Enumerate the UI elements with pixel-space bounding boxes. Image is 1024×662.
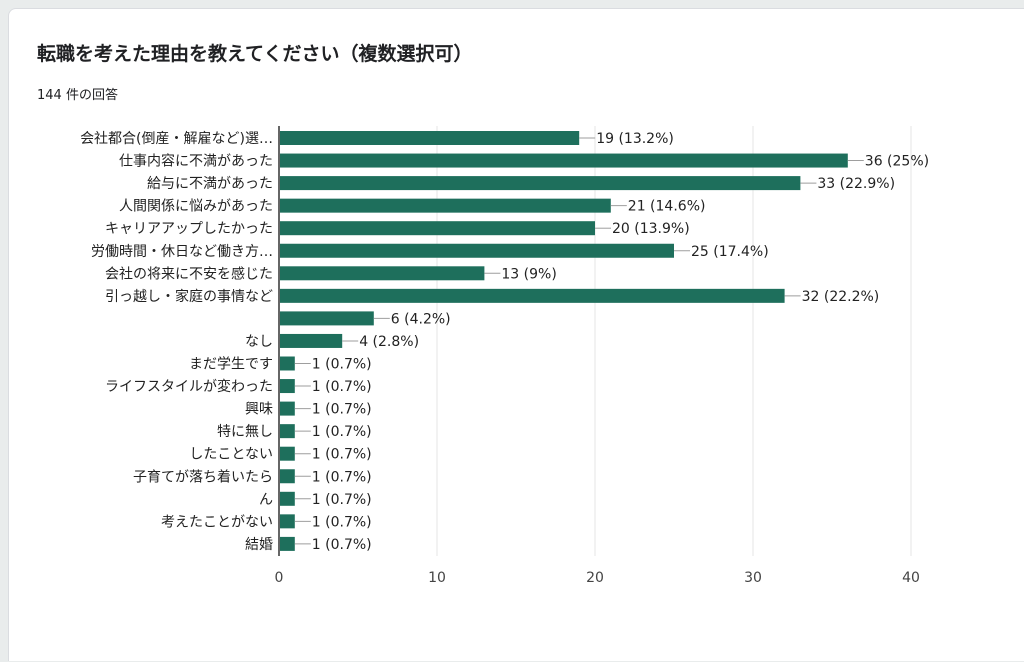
bar (280, 153, 848, 168)
category-label: 人間関係に悩みがあった (119, 199, 273, 215)
bar (280, 333, 343, 348)
category-label: 仕事内容に不満があった (119, 153, 273, 170)
bar (280, 288, 785, 303)
bar-chart: 0 10 20 30 40 会社都合(倒産・解雇など)選… 19 (13.2%) 仕事内容に不… (80, 126, 929, 586)
value-label: 36 (25%) (865, 154, 929, 170)
category-label: 会社の将来に不安を感じた (105, 265, 273, 282)
value-label: 1 (0.7%) (312, 402, 372, 418)
chart-card: 転職を考えた理由を教えてください（複数選択可） 144 件の回答 0 10 20 30… (8, 8, 1024, 661)
response-count: 144 件の回答 (37, 88, 118, 103)
value-label: 1 (0.7%) (312, 357, 372, 373)
bar (280, 424, 295, 439)
bar (280, 401, 295, 416)
chart-title: 転職を考えた理由を教えてください（複数選択可） (37, 43, 473, 65)
category-label: したことない (189, 447, 273, 463)
category-label: 考えたことがない (161, 514, 273, 530)
value-label: 6 (4.2%) (391, 311, 451, 327)
value-label: 1 (0.7%) (312, 492, 372, 508)
x-tick-label: 20 (586, 570, 604, 586)
value-label: 13 (9%) (501, 266, 556, 282)
value-label: 20 (13.9%) (612, 221, 690, 237)
category-label: キャリアアップしたかった (105, 221, 273, 237)
bar (280, 221, 595, 236)
value-label: 1 (0.7%) (312, 514, 372, 530)
value-label: 1 (0.7%) (312, 537, 372, 553)
bar (280, 131, 580, 145)
bar (280, 491, 295, 506)
category-label: まだ学生です (189, 357, 273, 373)
bar (280, 446, 295, 461)
category-label: 興味 (245, 402, 273, 418)
bar (280, 469, 295, 484)
bar (280, 514, 295, 529)
x-tick-label: 10 (428, 570, 446, 586)
bar (280, 176, 801, 191)
value-label: 1 (0.7%) (312, 424, 372, 440)
category-label: 結婚 (245, 537, 273, 553)
bar (280, 379, 295, 394)
category-label: 労働時間・休日など働き方… (91, 244, 273, 260)
value-label: 32 (22.2%) (802, 289, 880, 305)
value-label: 19 (13.2%) (596, 131, 674, 147)
category-label: 引っ越し・家庭の事情など (105, 288, 273, 305)
category-label: 子育てが落ち着いたら (133, 469, 273, 485)
category-label: ライフスタイルが変わった (105, 378, 273, 395)
value-label: 1 (0.7%) (312, 379, 372, 395)
bar (280, 356, 295, 371)
bar (280, 266, 485, 281)
x-tick-label: 0 (275, 570, 284, 586)
value-label: 33 (22.9%) (817, 176, 895, 192)
x-tick-label: 30 (744, 570, 762, 586)
value-label: 25 (17.4%) (691, 244, 769, 260)
category-label: なし (245, 334, 273, 350)
value-label: 21 (14.6%) (628, 199, 706, 215)
category-label: 給与に不満があった (147, 176, 273, 192)
bar (280, 243, 674, 258)
x-tick-label: 40 (902, 570, 920, 586)
value-label: 1 (0.7%) (312, 447, 372, 463)
bar (280, 198, 611, 213)
bar (280, 536, 295, 551)
category-label: 会社都合(倒産・解雇など)選… (80, 130, 273, 147)
value-label: 1 (0.7%) (312, 469, 372, 485)
value-label: 4 (2.8%) (359, 334, 419, 350)
bar (280, 311, 374, 326)
category-label: 特に無し (217, 424, 273, 440)
category-label: ん (259, 492, 273, 508)
